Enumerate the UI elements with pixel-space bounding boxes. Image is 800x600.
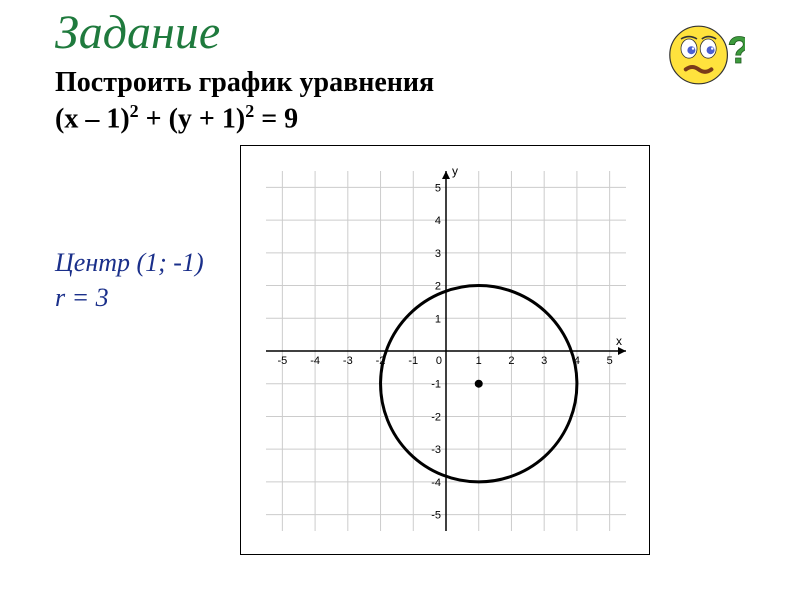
svg-text:3: 3 <box>435 248 441 260</box>
svg-text:1: 1 <box>435 313 441 325</box>
thinking-emoji-icon: ? <box>665 15 745 95</box>
svg-text:-1: -1 <box>408 355 418 367</box>
svg-text:3: 3 <box>541 355 547 367</box>
eq-after: = 9 <box>254 103 298 134</box>
svg-text:-3: -3 <box>343 355 353 367</box>
svg-text:4: 4 <box>435 215 441 227</box>
answer-block: Центр (1; -1) r = 3 <box>55 245 204 315</box>
answer-center: Центр (1; -1) <box>55 248 204 277</box>
svg-text:2: 2 <box>508 355 514 367</box>
svg-text:2: 2 <box>435 281 441 293</box>
graph-container: xy-5-4-3-2-1012345-5-4-3-2-112345 <box>240 145 650 555</box>
svg-text:1: 1 <box>476 355 482 367</box>
svg-text:x: x <box>616 334 622 348</box>
svg-text:-4: -4 <box>310 355 320 367</box>
slide-title: Задание <box>55 5 220 60</box>
eq-sup2: 2 <box>245 101 254 121</box>
coordinate-graph: xy-5-4-3-2-1012345-5-4-3-2-112345 <box>241 146 651 556</box>
eq-mid: + (у + 1) <box>139 103 246 134</box>
answer-radius: r = 3 <box>55 283 109 312</box>
eq-sup1: 2 <box>130 101 139 121</box>
svg-text:?: ? <box>727 29 745 72</box>
svg-text:5: 5 <box>435 182 441 194</box>
svg-text:-4: -4 <box>431 477 441 489</box>
svg-text:-5: -5 <box>431 510 441 522</box>
task-text: Построить график уравнения (х – 1)2 + (у… <box>55 65 434 136</box>
svg-text:-2: -2 <box>431 411 441 423</box>
svg-text:-5: -5 <box>277 355 287 367</box>
svg-text:-1: -1 <box>431 379 441 391</box>
eq-part1: (х – 1) <box>55 103 130 134</box>
task-line1: Построить график уравнения <box>55 67 434 98</box>
svg-text:-3: -3 <box>431 444 441 456</box>
svg-text:y: y <box>452 164 458 178</box>
svg-text:0: 0 <box>436 355 442 367</box>
svg-text:5: 5 <box>607 355 613 367</box>
